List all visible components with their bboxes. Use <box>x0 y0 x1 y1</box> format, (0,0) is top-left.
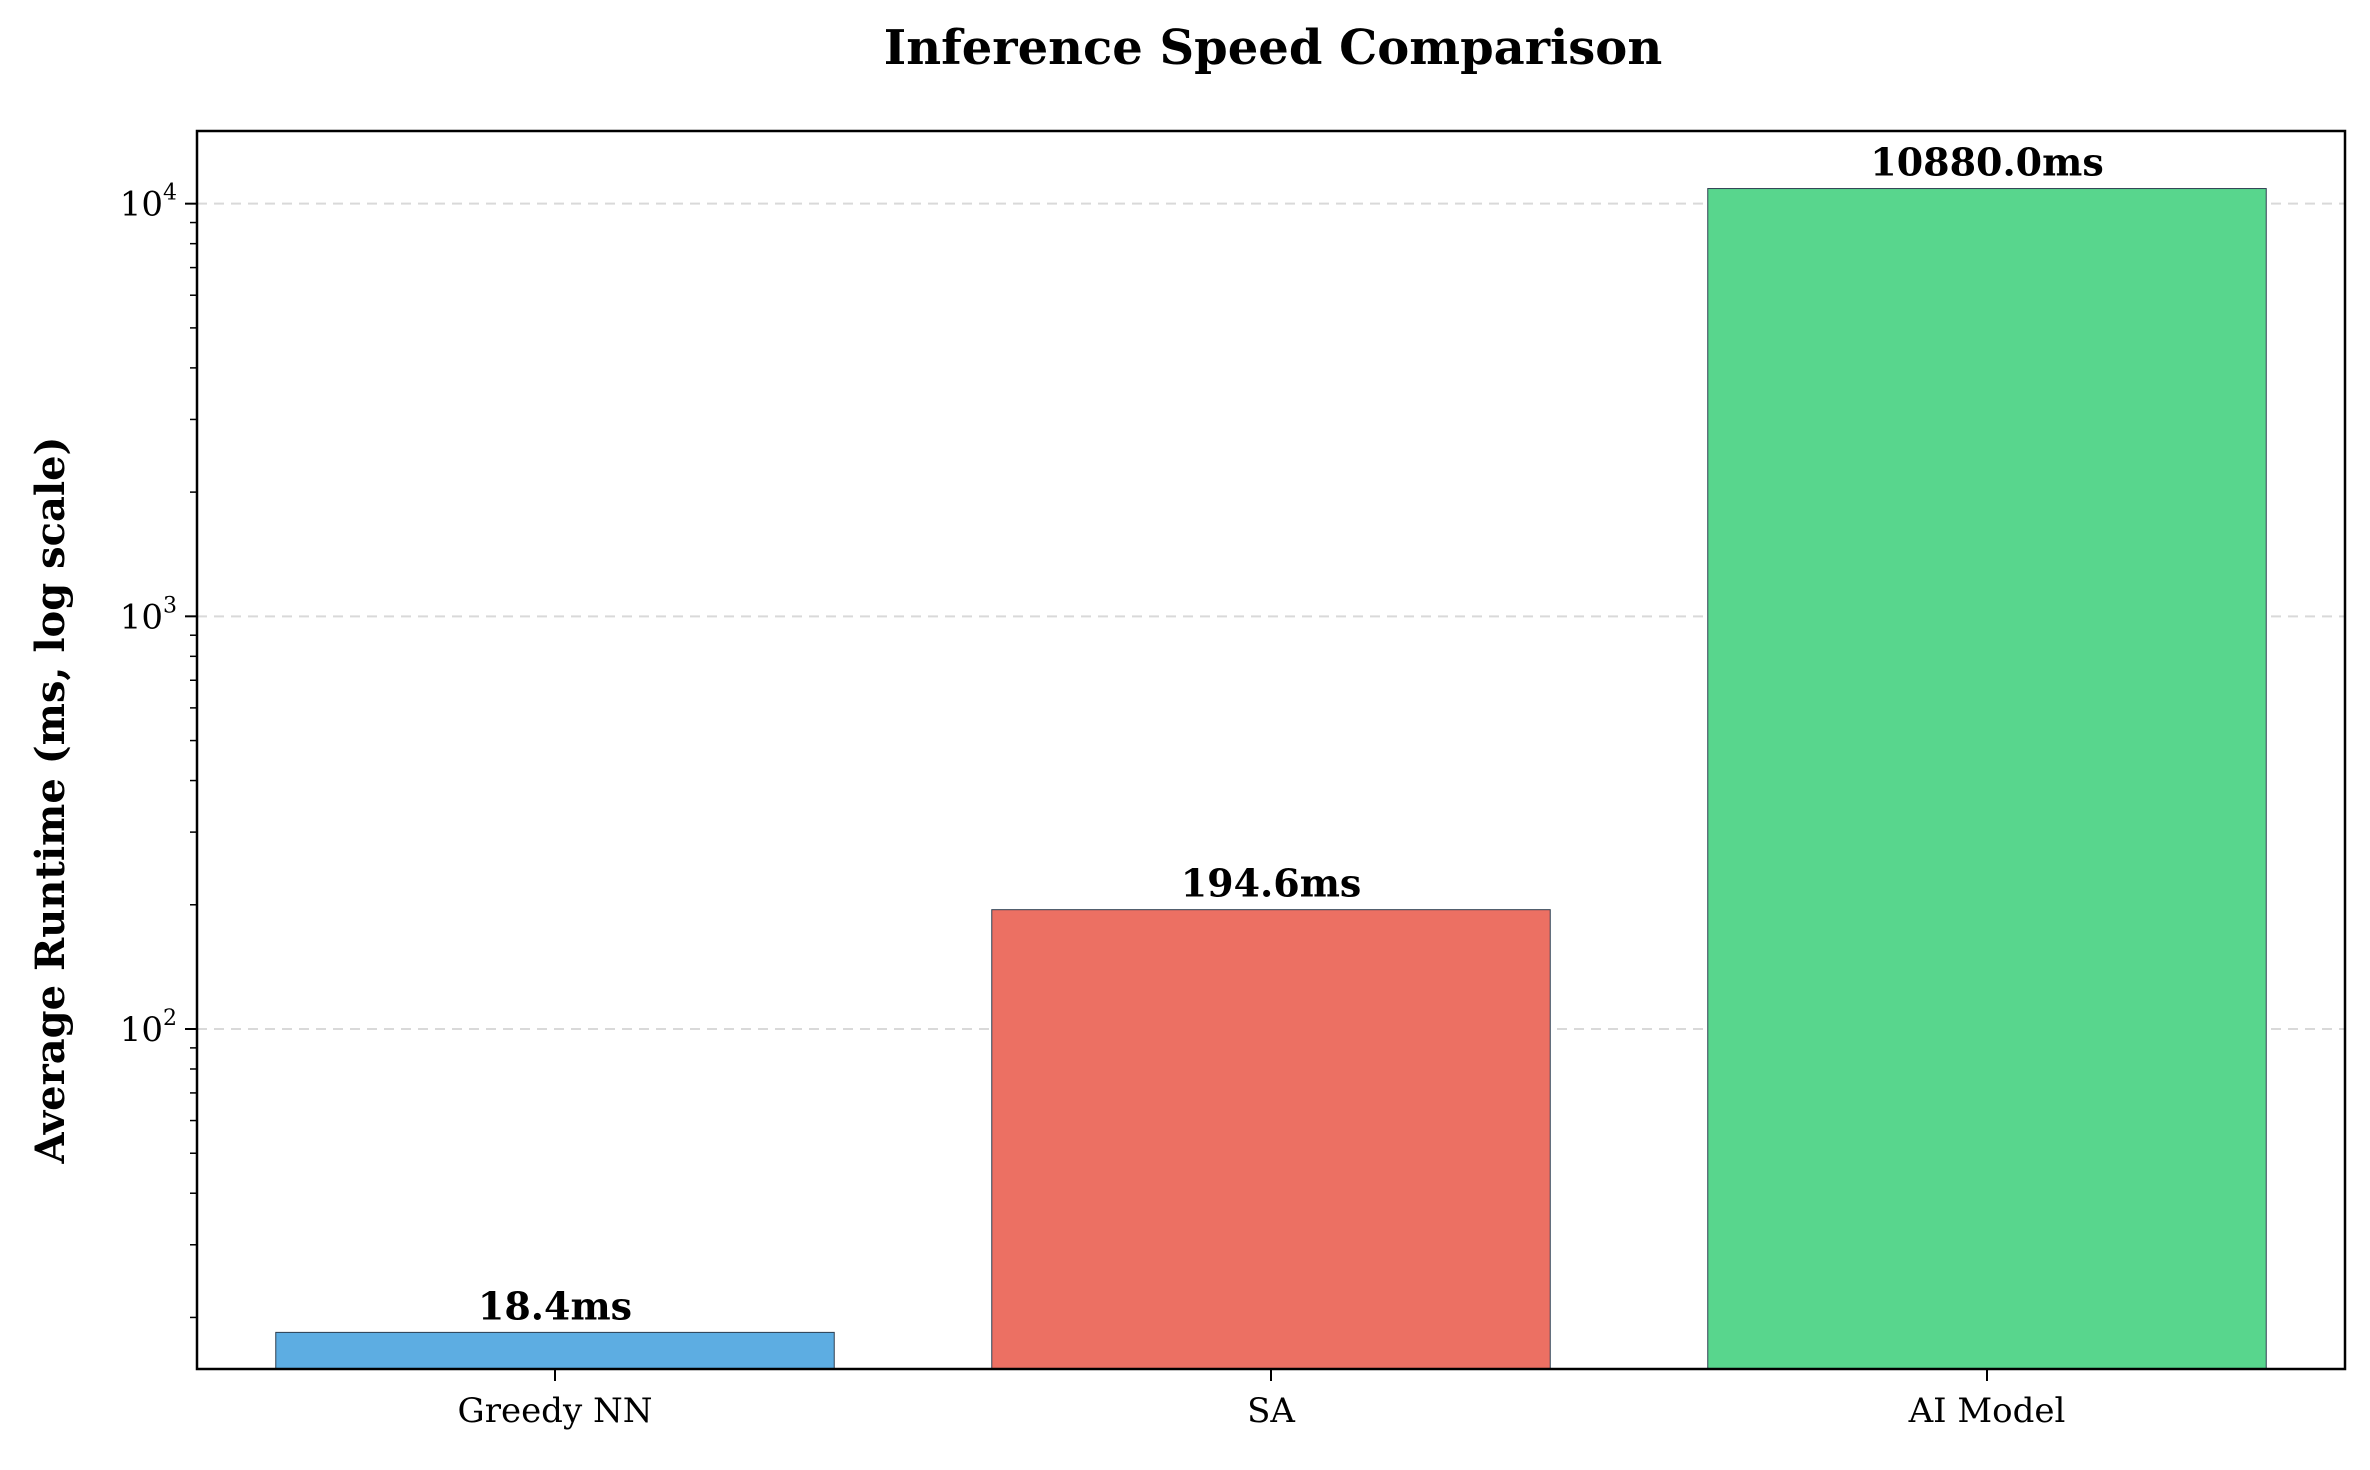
y-tick-label: 103 <box>120 593 177 637</box>
y-tick-label: 102 <box>120 1006 177 1050</box>
y-tick-label: 104 <box>120 181 177 225</box>
bar-greedy-nn <box>275 1331 835 1370</box>
x-tick-label: Greedy NN <box>458 1391 653 1431</box>
x-tick-label: AI Model <box>1908 1391 2066 1431</box>
bars <box>275 188 2267 1370</box>
bar-value-label: 10880.0ms <box>1870 140 2103 185</box>
bar-labels: 18.4ms 194.6ms 10880.0ms <box>478 140 2104 1329</box>
chart-title: Inference Speed Comparison <box>884 20 1662 76</box>
y-tick-label-exponent: 2 <box>163 1006 177 1031</box>
y-tick-label-base: 10 <box>120 185 163 225</box>
bar-value-label: 194.6ms <box>1181 861 1362 906</box>
y-axis-label: Average Runtime (ms, log scale) <box>27 437 74 1165</box>
plot-frame <box>195 129 2347 1371</box>
y-tick-label-exponent: 4 <box>163 181 177 206</box>
bar-ai-model <box>1707 188 2267 1370</box>
bar-value-label: 18.4ms <box>478 1283 632 1328</box>
y-tick-label-base: 10 <box>120 1010 163 1050</box>
y-tick-label-base: 10 <box>120 597 163 637</box>
x-tick-label: SA <box>1247 1391 1295 1431</box>
y-tick-label-exponent: 3 <box>163 593 177 618</box>
bar-sa <box>991 909 1551 1370</box>
